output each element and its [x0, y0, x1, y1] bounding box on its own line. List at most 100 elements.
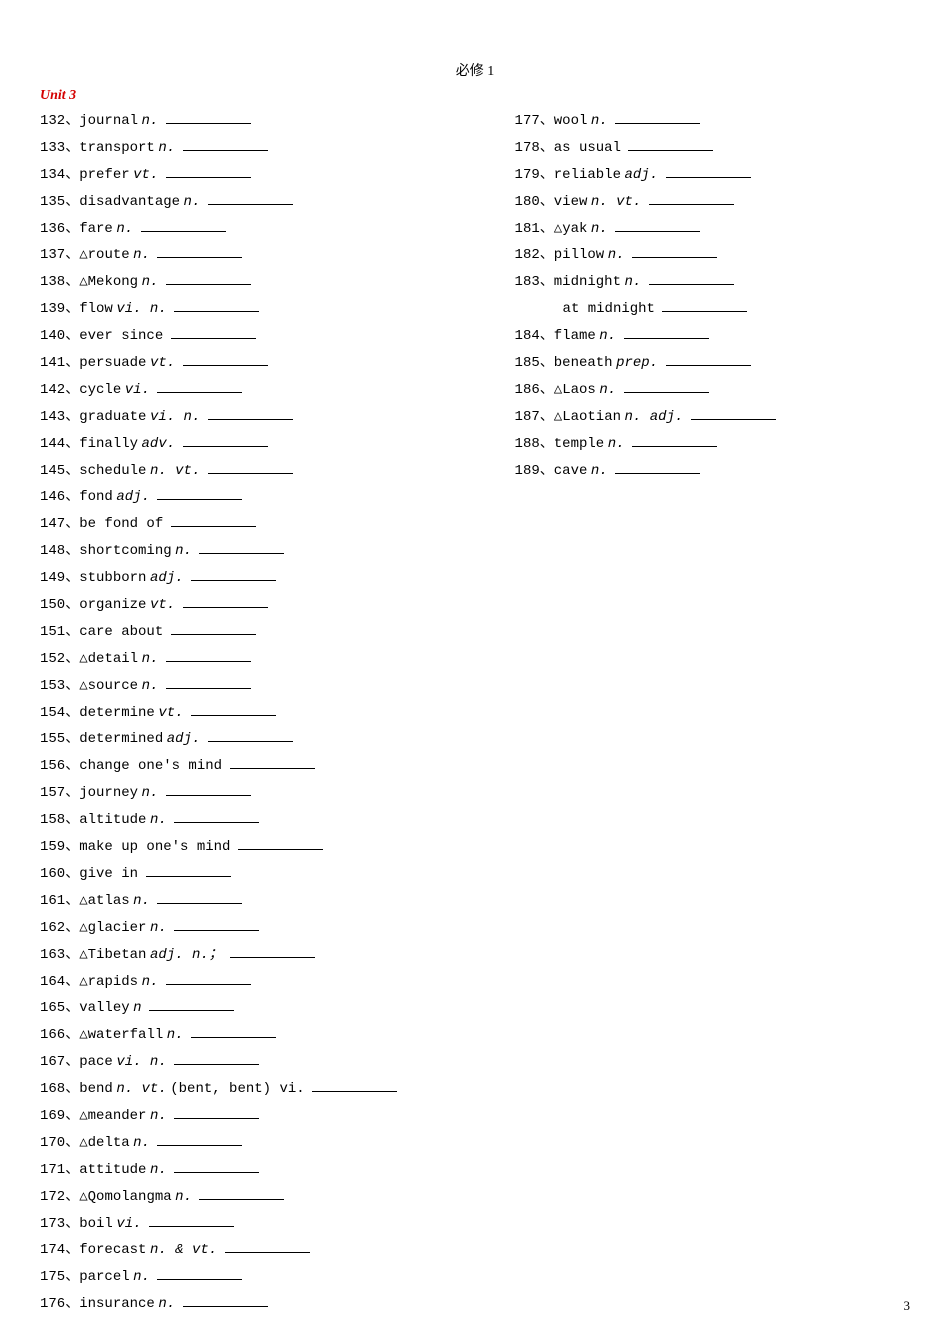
entry-number: 165、	[40, 1000, 79, 1016]
entry-number: 154、	[40, 705, 79, 721]
vocab-entry: at midnight	[515, 296, 910, 323]
entry-word: cycle	[79, 382, 121, 398]
fill-blank[interactable]	[649, 204, 734, 205]
entry-word: shortcoming	[79, 543, 171, 559]
fill-blank[interactable]	[230, 957, 315, 958]
fill-blank[interactable]	[157, 1279, 242, 1280]
fill-blank[interactable]	[615, 231, 700, 232]
fill-blank[interactable]	[191, 715, 276, 716]
entry-number: 176、	[40, 1296, 79, 1312]
fill-blank[interactable]	[191, 1037, 276, 1038]
fill-blank[interactable]	[238, 849, 323, 850]
fill-blank[interactable]	[166, 123, 251, 124]
entry-pos: n.	[150, 812, 167, 828]
vocab-entry: 158、altitude n.	[40, 807, 515, 834]
entry-number: 157、	[40, 785, 79, 801]
fill-blank[interactable]	[628, 150, 713, 151]
fill-blank[interactable]	[208, 419, 293, 420]
fill-blank[interactable]	[157, 499, 242, 500]
fill-blank[interactable]	[208, 473, 293, 474]
entry-number: 159、	[40, 839, 79, 855]
fill-blank[interactable]	[174, 930, 259, 931]
entry-pos: adj.	[116, 489, 150, 505]
fill-blank[interactable]	[615, 123, 700, 124]
fill-blank[interactable]	[183, 607, 268, 608]
fill-blank[interactable]	[157, 1145, 242, 1146]
entry-pos: vi. n.	[116, 301, 166, 317]
fill-blank[interactable]	[174, 822, 259, 823]
fill-blank[interactable]	[624, 338, 709, 339]
fill-blank[interactable]	[171, 526, 256, 527]
fill-blank[interactable]	[146, 876, 231, 877]
fill-blank[interactable]	[183, 446, 268, 447]
vocab-entry: 151、care about	[40, 619, 515, 646]
fill-blank[interactable]	[225, 1252, 310, 1253]
fill-blank[interactable]	[662, 311, 747, 312]
fill-blank[interactable]	[691, 419, 776, 420]
fill-blank[interactable]	[624, 392, 709, 393]
fill-blank[interactable]	[166, 795, 251, 796]
fill-blank[interactable]	[649, 284, 734, 285]
entry-pos: vi. n.	[150, 409, 200, 425]
fill-blank[interactable]	[183, 150, 268, 151]
fill-blank[interactable]	[632, 257, 717, 258]
fill-blank[interactable]	[615, 473, 700, 474]
fill-blank[interactable]	[157, 392, 242, 393]
vocab-entry: 148、shortcoming n.	[40, 538, 515, 565]
fill-blank[interactable]	[199, 1199, 284, 1200]
fill-blank[interactable]	[171, 634, 256, 635]
fill-blank[interactable]	[174, 1118, 259, 1119]
entry-word: △atlas	[79, 893, 129, 909]
fill-blank[interactable]	[166, 984, 251, 985]
fill-blank[interactable]	[199, 553, 284, 554]
entry-word: △Laos	[554, 382, 596, 398]
fill-blank[interactable]	[166, 284, 251, 285]
fill-blank[interactable]	[666, 365, 751, 366]
fill-blank[interactable]	[174, 311, 259, 312]
entry-number: 182、	[515, 247, 554, 263]
vocab-entry: 160、give in	[40, 861, 515, 888]
fill-blank[interactable]	[166, 688, 251, 689]
entry-number: 137、	[40, 247, 79, 263]
entry-number: 168、	[40, 1081, 79, 1097]
fill-blank[interactable]	[141, 231, 226, 232]
entry-number: 156、	[40, 758, 79, 774]
entry-word: valley	[79, 1000, 129, 1016]
vocab-entry: 177、wool n.	[515, 108, 910, 135]
fill-blank[interactable]	[166, 661, 251, 662]
entry-number: 160、	[40, 866, 79, 882]
fill-blank[interactable]	[208, 204, 293, 205]
fill-blank[interactable]	[666, 177, 751, 178]
entry-number: 175、	[40, 1269, 79, 1285]
fill-blank[interactable]	[230, 768, 315, 769]
fill-blank[interactable]	[149, 1226, 234, 1227]
fill-blank[interactable]	[157, 257, 242, 258]
vocab-entry: 137、△route n.	[40, 242, 515, 269]
fill-blank[interactable]	[174, 1172, 259, 1173]
fill-blank[interactable]	[149, 1010, 234, 1011]
fill-blank[interactable]	[312, 1091, 397, 1092]
entry-word: △rapids	[79, 974, 138, 990]
fill-blank[interactable]	[191, 580, 276, 581]
fill-blank[interactable]	[183, 1306, 268, 1307]
entry-word: finally	[79, 436, 138, 452]
fill-blank[interactable]	[166, 177, 251, 178]
fill-blank[interactable]	[157, 903, 242, 904]
fill-blank[interactable]	[632, 446, 717, 447]
vocab-entry: 187、△Laotian n. adj.	[515, 404, 910, 431]
entry-pos: n. adj.	[625, 409, 684, 425]
vocab-entry: 186、△Laos n.	[515, 377, 910, 404]
fill-blank[interactable]	[208, 741, 293, 742]
entry-extra: (bent, bent) vi.	[170, 1081, 304, 1097]
fill-blank[interactable]	[171, 338, 256, 339]
fill-blank[interactable]	[174, 1064, 259, 1065]
entry-word: journal	[79, 113, 138, 129]
vocab-entry: 161、△atlas n.	[40, 888, 515, 915]
entry-pos: adv.	[142, 436, 176, 452]
entry-pos: n.	[591, 113, 608, 129]
fill-blank[interactable]	[183, 365, 268, 366]
entry-pos: n.	[116, 221, 133, 237]
entry-word: determined	[79, 731, 163, 747]
vocab-entry: 184、flame n.	[515, 323, 910, 350]
entry-word: midnight	[554, 274, 621, 290]
